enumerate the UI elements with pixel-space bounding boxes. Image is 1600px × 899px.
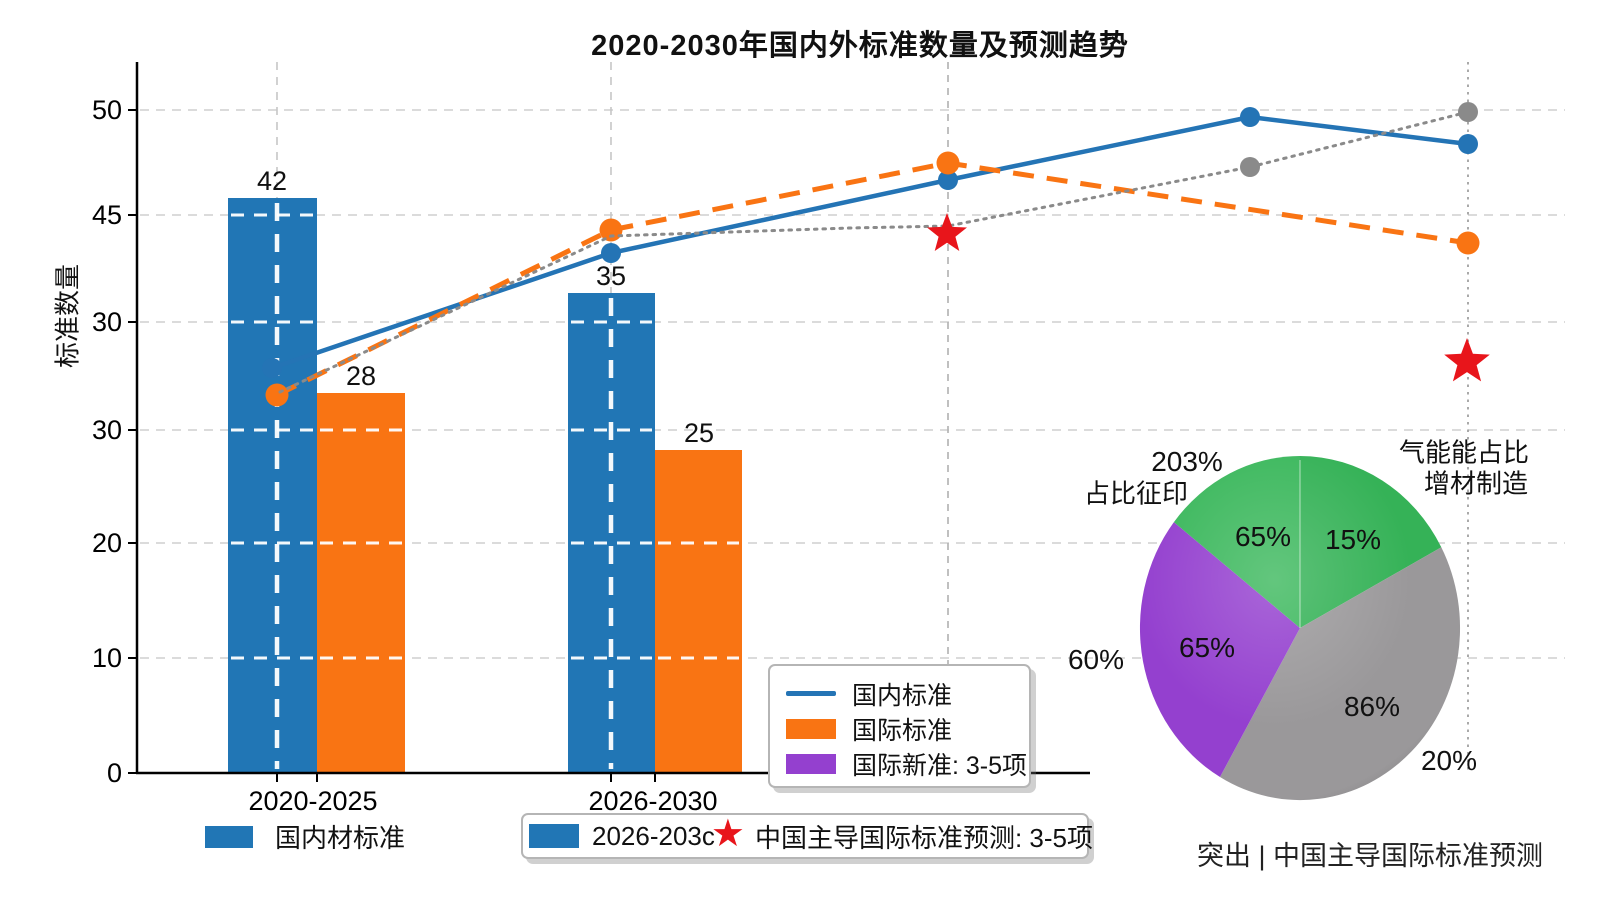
bar-value-label: 42 [257, 166, 287, 196]
legend-item-label: 国际新准: 3-5项 [852, 751, 1028, 780]
y-tick-label: 20 [92, 528, 122, 558]
y-tick-label: 30 [92, 415, 122, 445]
line-marker [601, 243, 621, 263]
legend-star-label: 中国主导国际标准预测: 3-5项 [754, 822, 1093, 853]
y-tick-label: 30 [92, 307, 122, 337]
bar-0-1 [317, 393, 405, 773]
bar-value-label: 25 [684, 418, 714, 448]
bar-value-label: 28 [346, 361, 376, 391]
pie-label-topright-line2: 增材制造 [1423, 468, 1529, 499]
legend-item-label: 国际标准 [852, 716, 953, 745]
star-marker [927, 213, 967, 251]
legend-bottom-box: 2026-203c ★ 中国主导国际标准预测: 3-5项 [521, 813, 1093, 859]
bar-1-1 [655, 450, 742, 773]
pie-label-left-pct: 60% [1067, 644, 1125, 675]
legend-period-label: 2026-203c [592, 820, 715, 851]
x-tick-label: 2026-2030 [588, 786, 717, 816]
pie-label-bottomright-pct: 20% [1420, 745, 1478, 776]
line-国内标准 [271, 114, 1469, 371]
chart-title: 2020-2030年国内外标准数量及预测趋势 [591, 30, 1129, 62]
bar-value-label: 35 [596, 261, 626, 291]
pie-slice-label-purple: 65% [1178, 632, 1236, 663]
legend-box: 国内标准 国际标准 国际新准: 3-5项 [768, 664, 1031, 788]
pie-label-topleft-text: 占比征印 [1083, 478, 1189, 509]
star-icon: ★ [710, 813, 745, 855]
legend-item-international: 国际标准 [786, 711, 1029, 746]
line-marker [1240, 107, 1260, 127]
pie-slice-label-green-left: 65% [1234, 521, 1292, 552]
line-预测趋势 [278, 110, 1470, 394]
legend-rect-swatch-orange [786, 718, 836, 739]
line-marker [1458, 134, 1478, 154]
y-axis-label: 标准数量 [52, 263, 83, 369]
line-marker [265, 383, 289, 407]
line-marker [262, 358, 282, 378]
pie-shading [1140, 456, 1460, 800]
star-marker [1444, 338, 1490, 382]
line-marker [938, 170, 958, 190]
legend-rect-swatch-blue [529, 824, 579, 848]
line-marker [1456, 231, 1480, 255]
legend-item-new-standards: 国际新准: 3-5项 [786, 746, 1029, 781]
y-tick-label: 0 [107, 758, 122, 788]
legend-rect-swatch-purple [786, 753, 836, 774]
pie-label-topleft-pct: 203% [1151, 446, 1223, 477]
pie-caption: 突出 | 中国主导国际标准预测 [1196, 841, 1544, 871]
line-国际标准 [275, 160, 1469, 398]
y-tick-label: 10 [92, 643, 122, 673]
pie-slice-label-gray: 86% [1343, 691, 1401, 722]
legend-item-domestic: 国内标准 [786, 676, 1029, 711]
line-marker [599, 218, 623, 242]
line-marker [936, 151, 960, 175]
y-tick-label: 50 [92, 95, 122, 125]
x-tick-label: 2020-2025 [248, 786, 377, 816]
bar-0-0 [228, 198, 317, 773]
line-marker [1240, 157, 1260, 177]
legend-bottom-left-label: 国内材标准 [275, 823, 406, 853]
legend-line-swatch [786, 691, 836, 696]
pie-label-topright-line1: 气能能占比 [1398, 437, 1530, 468]
legend-rect-swatch-blue [205, 825, 253, 848]
y-tick-label: 45 [92, 200, 122, 230]
pie-slice-label-green-right: 15% [1324, 524, 1382, 555]
line-marker [1458, 102, 1478, 122]
legend-bottom-left: 国内材标准 [205, 818, 405, 855]
legend-item-label: 国内标准 [852, 681, 953, 710]
